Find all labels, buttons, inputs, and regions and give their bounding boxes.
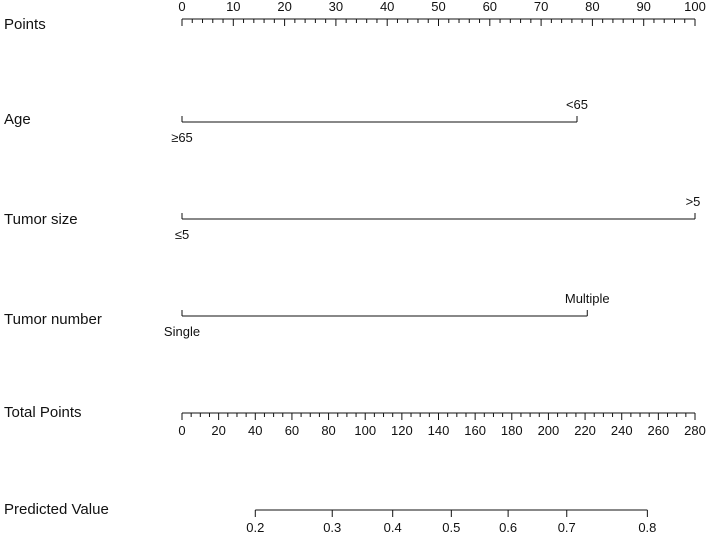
total-points-tick-label: 80 xyxy=(321,423,335,438)
predicted-value-tick-label: 0.7 xyxy=(558,520,576,534)
tumor-size-row-label: Tumor size xyxy=(4,211,78,228)
total-points-tick-label: 40 xyxy=(248,423,262,438)
tumor-number-row-label: Tumor number xyxy=(4,311,102,328)
points-tick-label: 20 xyxy=(277,0,291,14)
points-tick-label: 50 xyxy=(431,0,445,14)
points-tick-label: 60 xyxy=(483,0,497,14)
total-points-row-label: Total Points xyxy=(4,404,82,421)
points-tick-label: 40 xyxy=(380,0,394,14)
tumor-number-level-label: Multiple xyxy=(565,291,610,306)
age-level-label: <65 xyxy=(566,97,588,112)
total-points-tick-label: 280 xyxy=(684,423,706,438)
total-points-tick-label: 120 xyxy=(391,423,413,438)
points-tick-label: 70 xyxy=(534,0,548,14)
total-points-tick-label: 0 xyxy=(178,423,185,438)
total-points-tick-label: 160 xyxy=(464,423,486,438)
total-points-tick-label: 220 xyxy=(574,423,596,438)
points-tick-label: 30 xyxy=(329,0,343,14)
predicted-value-tick-label: 0.4 xyxy=(384,520,402,534)
predicted-value-tick-label: 0.3 xyxy=(323,520,341,534)
total-points-tick-label: 140 xyxy=(428,423,450,438)
total-points-tick-label: 180 xyxy=(501,423,523,438)
tumor-size-level-label: ≤5 xyxy=(175,227,189,242)
total-points-tick-label: 260 xyxy=(648,423,670,438)
points-tick-label: 10 xyxy=(226,0,240,14)
predicted-value-tick-label: 0.8 xyxy=(638,520,656,534)
predicted-value-tick-label: 0.2 xyxy=(246,520,264,534)
predicted-value-tick-label: 0.5 xyxy=(442,520,460,534)
points-row-label: Points xyxy=(4,16,46,33)
total-points-tick-label: 200 xyxy=(538,423,560,438)
predicted-value-row-label: Predicted Value xyxy=(4,501,109,518)
tumor-size-level-label: >5 xyxy=(686,194,701,209)
age-level-label: ≥65 xyxy=(171,130,193,145)
predicted-value-tick-label: 0.6 xyxy=(499,520,517,534)
total-points-tick-label: 240 xyxy=(611,423,633,438)
total-points-tick-label: 20 xyxy=(211,423,225,438)
total-points-tick-label: 60 xyxy=(285,423,299,438)
points-tick-label: 90 xyxy=(636,0,650,14)
points-tick-label: 80 xyxy=(585,0,599,14)
age-row-label: Age xyxy=(4,111,31,128)
points-tick-label: 100 xyxy=(684,0,706,14)
chart-marks: 0 10 20 30 40 50 60 70 80 90 100 ≥65 <65 ≤5 >5 Single Mu… xyxy=(164,0,706,534)
total-points-tick-label: 100 xyxy=(354,423,376,438)
tumor-number-level-label: Single xyxy=(164,324,200,339)
points-tick-label: 0 xyxy=(178,0,185,14)
